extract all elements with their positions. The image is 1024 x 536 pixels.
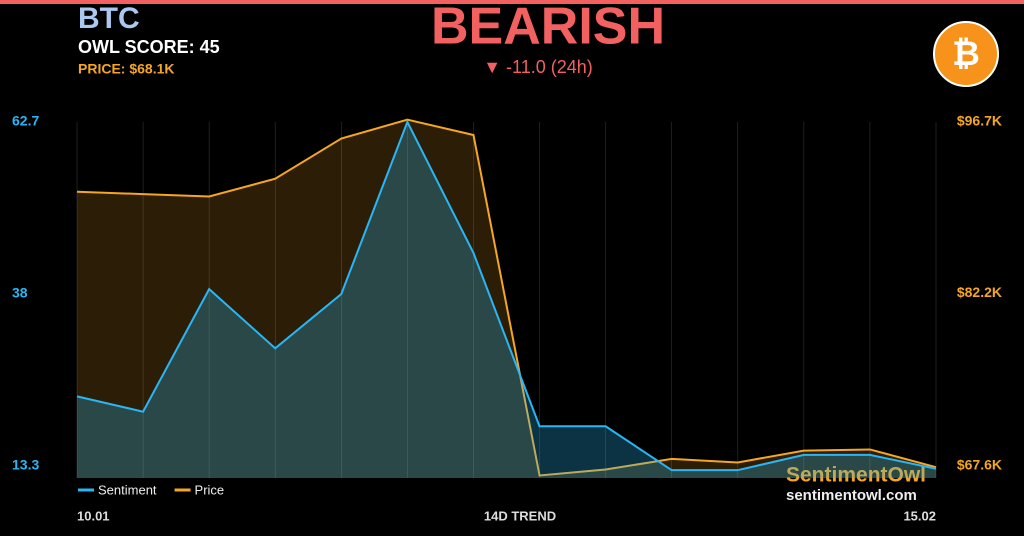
price: PRICE: $68.1K <box>78 61 174 77</box>
score: OWL SCORE: 45 <box>78 37 220 57</box>
area <box>77 119 936 478</box>
signal: BEARISH <box>431 0 665 56</box>
x-label: 14D TREND <box>484 508 556 523</box>
x-tick-label: 15.02 <box>903 508 936 523</box>
y2-tick-label: $67.6K <box>957 457 1002 473</box>
watermark: SentimentOwl <box>786 464 926 487</box>
line <box>76 118 937 477</box>
y-tick-label: 62.7 <box>12 113 39 129</box>
title: BTC <box>78 2 140 35</box>
change: ▼ -11.0 (24h) <box>483 57 593 77</box>
y2-tick-label: $96.7K <box>957 113 1002 129</box>
legend-label: Sentiment <box>98 482 157 497</box>
y-tick-label: 38 <box>12 285 28 301</box>
y-tick-label: 13.3 <box>12 457 39 473</box>
y2-tick-label: $82.2K <box>957 284 1002 300</box>
watermark-url: sentimentowl.com <box>786 487 917 504</box>
logo: ₿ <box>952 35 980 73</box>
x-tick-label: 10.01 <box>77 508 110 523</box>
area <box>77 122 936 478</box>
logo-circle <box>933 21 999 87</box>
legend-label: Price <box>195 482 225 497</box>
top-bar <box>0 0 1024 4</box>
line <box>76 119 937 472</box>
